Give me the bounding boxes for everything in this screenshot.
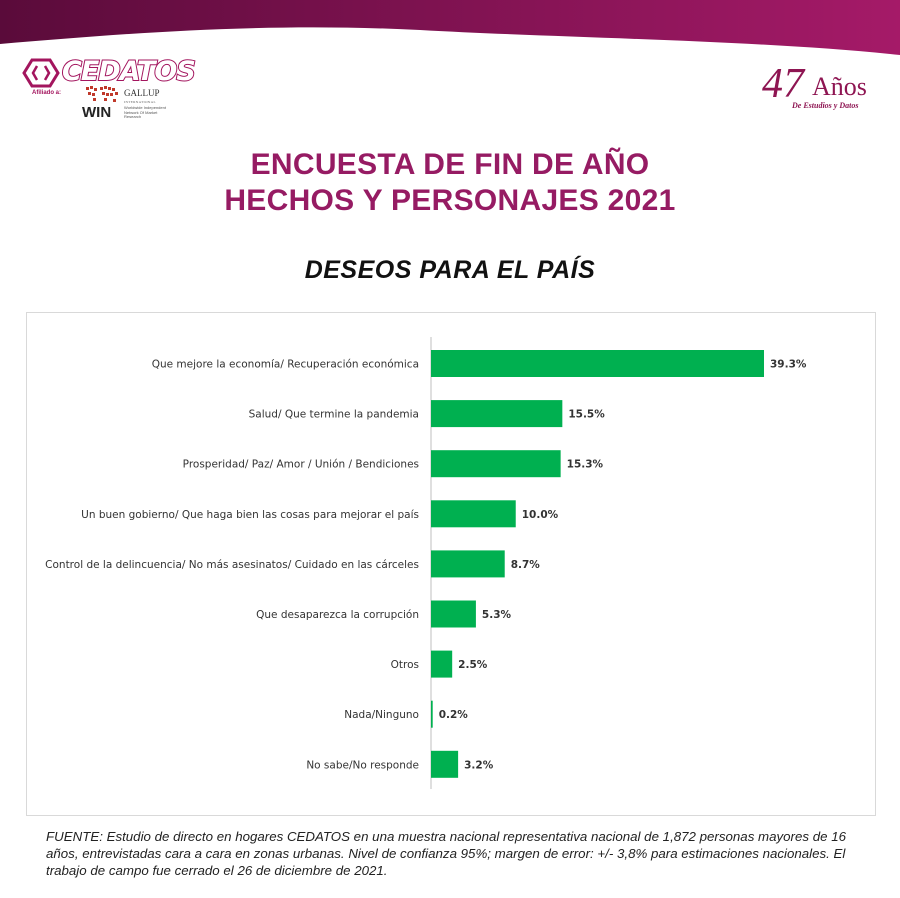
anniversary-subtitle: De Estudios y Datos xyxy=(792,101,859,110)
category-label-4: Control de la delincuencia/ No más asesi… xyxy=(45,559,419,571)
source-note: FUENTE: Estudio de directo en hogares CE… xyxy=(46,829,846,878)
bar-5 xyxy=(431,600,476,628)
gallup-subtitle: INTERNATIONAL xyxy=(124,100,156,104)
world-map-icon xyxy=(86,86,118,102)
cedatos-emblem-icon xyxy=(22,58,60,88)
category-label-0: Que mejore la economía/ Recuperación eco… xyxy=(152,359,419,371)
bar-0 xyxy=(431,350,764,377)
bar-1 xyxy=(431,400,563,428)
cedatos-wordmark: CEDATOS xyxy=(61,55,197,88)
gallup-logo: GALLUP INTERNATIONAL xyxy=(124,89,160,107)
gallup-wordmark: GALLUP xyxy=(124,88,160,98)
value-label-4: 8.7% xyxy=(511,559,541,571)
bar-7 xyxy=(431,700,433,728)
cedatos-logo: CEDATOS Afiliado a: WIN GALLUP INTERNATI… xyxy=(22,55,197,124)
value-label-3: 10.0% xyxy=(522,509,559,521)
value-label-1: 15.5% xyxy=(568,409,605,421)
anniversary-logo: 47 Años De Estudios y Datos xyxy=(756,60,886,116)
value-label-6: 2.5% xyxy=(458,659,488,671)
value-label-0: 39.3% xyxy=(770,359,807,371)
chart-subtitle: DESEOS PARA EL PAÍS xyxy=(304,256,596,284)
bar-8 xyxy=(431,750,459,778)
category-label-3: Un buen gobierno/ Que haga bien las cosa… xyxy=(81,509,419,521)
win-wordmark: WIN xyxy=(82,104,112,121)
affiliation-label: Afiliado a: xyxy=(32,90,62,96)
win-description: Worldwide Independent Network Of Market … xyxy=(124,105,166,119)
value-label-7: 0.2% xyxy=(439,709,469,721)
category-label-2: Prosperidad/ Paz/ Amor / Unión / Bendici… xyxy=(183,459,419,471)
value-label-5: 5.3% xyxy=(482,609,512,621)
anniversary-number: 47 xyxy=(762,61,804,107)
category-label-7: Nada/Ninguno xyxy=(344,709,419,721)
category-label-5: Que desaparezca la corrupción xyxy=(256,609,419,621)
chart-container: Que mejore la economía/ Recuperación eco… xyxy=(26,312,876,816)
category-label-6: Otros xyxy=(391,659,419,671)
bar-6 xyxy=(431,650,453,678)
value-label-2: 15.3% xyxy=(567,459,604,471)
page-title-line-2: HECHOS Y PERSONAJES 2021 xyxy=(224,184,676,217)
category-label-1: Salud/ Que termine la pandemia xyxy=(249,409,419,421)
bar-4 xyxy=(431,550,505,578)
bar-chart: Que mejore la economía/ Recuperación eco… xyxy=(45,337,807,789)
bar-2 xyxy=(431,450,561,478)
page-title-line-1: ENCUESTA DE FIN DE AÑO xyxy=(250,148,650,181)
value-label-8: 3.2% xyxy=(464,759,494,771)
anniversary-word: Años xyxy=(812,72,867,101)
bar-3 xyxy=(431,500,516,528)
category-label-8: No sabe/No responde xyxy=(306,759,419,771)
header-wave-band xyxy=(0,0,900,55)
